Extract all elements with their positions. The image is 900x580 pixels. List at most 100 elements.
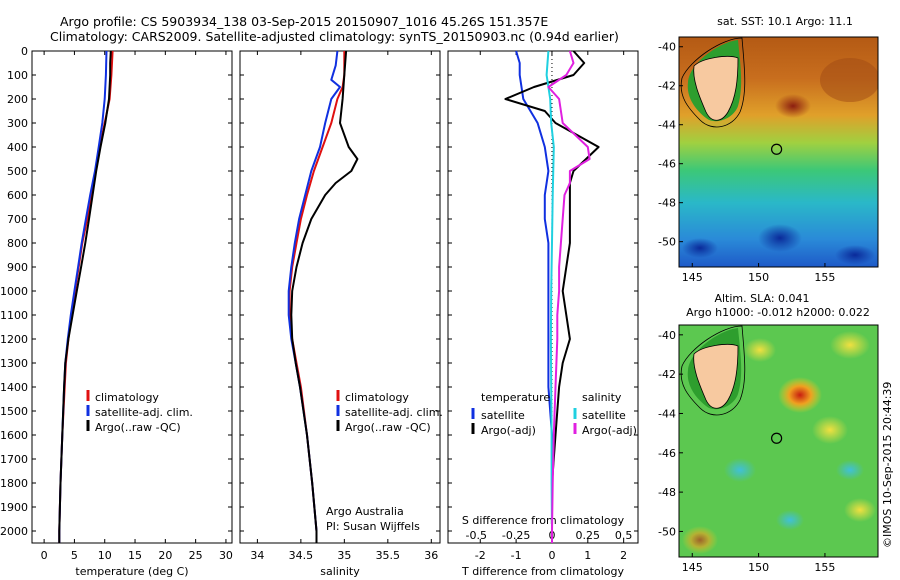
map-y-tick-label: -48 [658,197,676,210]
y-tick-label: 800 [7,237,28,250]
y-tick-label: 1300 [0,357,28,370]
sla-map-axes: 145 150 155 -40 -42 -44 -46 -48 -50 [658,329,835,574]
map-x-tick-label: 145 [682,271,703,284]
series-line-argo-raw-qc- [290,50,359,543]
sst-cold-patch [682,238,718,258]
salinity-profile-panel: 34 34.5 35 35.5 36 salinity climatology satelli… [239,50,443,578]
series-line-satellite [545,50,555,543]
x-tick-label: 1 [584,549,591,562]
difference-profile-panel: -2 -1 0 1 2 T difference from climatology -0.5… [447,50,639,578]
sla-map-subtitle: Argo h1000: -0.012 h2000: 0.022 [686,306,870,319]
x-tick-label: 10 [98,549,112,562]
figure-title-line1: Argo profile: CS 5903934_138 03-Sep-2015… [60,14,548,29]
legend-title-salinity: salinity [582,391,622,404]
sst-map-panel: sat. SST: 10.1 Argo: 11.1 145 150 155 -40 -4… [658,15,879,284]
legend-label: Argo(-adj) [582,424,637,437]
attribution-text: Argo Australia [326,505,404,518]
sla-negative-patch [776,510,804,530]
temperature-profile-panel: 0100200300400500600700800900100011001200… [0,45,233,578]
sla-negative-patch [836,460,864,480]
sla-positive-patch [812,416,848,444]
legend-label: climatology [345,391,409,404]
y-tick-label: 1700 [0,453,28,466]
sla-positive-patch [682,526,718,554]
temperature-plot-frame [31,50,233,544]
figure-title-line2: Climatology: CARS2009. Satellite-adjuste… [50,29,619,44]
series-line-argo-adj- [504,50,600,543]
attribution-text: PI: Susan Wijffels [326,520,420,533]
tasmania-landmass [693,56,739,121]
argo-position-marker [771,432,783,444]
map-y-tick-label: -42 [658,368,676,381]
sla-positive-patch [744,338,776,362]
legend-label: Argo(..raw -QC) [95,421,181,434]
legend-label: satellite-adj. clim. [345,406,443,419]
x-tick-label: 5 [71,549,78,562]
salinity-x-axis-label: salinity [320,565,360,578]
sst-warm-anomaly [775,94,811,118]
map-y-tick-label: -50 [658,236,676,249]
y-tick-label: 1000 [0,285,28,298]
x2-tick-label: 0.25 [576,529,601,542]
sla-negative-patch [724,458,756,482]
x-tick-label: -2 [475,549,486,562]
sla-positive-patch [844,498,876,522]
legend-label: satellite-adj. clim. [95,406,193,419]
map-y-tick-label: -42 [658,80,676,93]
sla-map-title: Altim. SLA: 0.041 [714,292,809,305]
y-tick-label: 1900 [0,501,28,514]
legend-label: satellite [481,409,525,422]
legend-title-temperature: temperature [481,391,550,404]
x-tick-label: 35 [337,549,351,562]
y-tick-label: 900 [7,261,28,274]
x-tick-label: 20 [158,549,172,562]
y-tick-label: 400 [7,141,28,154]
x-tick-label: 35.5 [376,549,401,562]
y-tick-label: 1600 [0,429,28,442]
difference-x-axis-label: T difference from climatology [461,565,624,578]
map-x-tick-label: 155 [814,271,835,284]
x-tick-label: 2 [620,549,627,562]
sst-warm-region [820,58,878,102]
difference-plot-frame [447,50,639,544]
sla-map-frame [678,324,879,558]
x-tick-label: 34 [250,549,264,562]
y-tick-label: 1400 [0,381,28,394]
sla-map-panel: Altim. SLA: 0.041 Argo h1000: -0.012 h20… [658,292,879,574]
x2-tick-label: 0.5 [615,529,633,542]
series-line-argo-raw-qc- [58,50,112,543]
x2-tick-label: -0.25 [502,529,530,542]
y-tick-label: 1100 [0,309,28,322]
depth-contour-sst [680,37,746,128]
argo-position-marker [771,143,783,155]
y-tick-label: 100 [7,69,28,82]
x-tick-label: 34.5 [289,549,314,562]
map-y-tick-label: -44 [658,407,676,420]
legend-label: Argo(-adj) [481,424,536,437]
y-tick-label: 300 [7,117,28,130]
sst-map-title: sat. SST: 10.1 Argo: 11.1 [717,15,853,28]
map-y-tick-label: -50 [658,525,676,538]
temperature-x-axis-label: temperature (deg C) [75,565,188,578]
legend-label: Argo(..raw -QC) [345,421,431,434]
y-tick-label: 1200 [0,333,28,346]
y-tick-label: 600 [7,189,28,202]
map-y-tick-label: -40 [658,329,676,342]
y-tick-label: 500 [7,165,28,178]
map-y-tick-label: -46 [658,447,676,460]
legend-label: climatology [95,391,159,404]
y-tick-label: 2000 [0,525,28,538]
legend-label: satellite [582,409,626,422]
imos-credit: ©IMOS 10-Sep-2015 20:44:39 [881,382,894,548]
series-line-argo-adj- [547,50,591,543]
sst-cold-patch [758,224,802,252]
y-tick-label: 1800 [0,477,28,490]
map-y-tick-label: -44 [658,119,676,132]
y-tick-label: 1500 [0,405,28,418]
map-x-tick-label: 155 [814,561,835,574]
x-tick-label: 25 [189,549,203,562]
map-x-tick-label: 145 [682,561,703,574]
sst-map-frame [678,36,879,268]
sla-positive-patch [830,331,870,359]
